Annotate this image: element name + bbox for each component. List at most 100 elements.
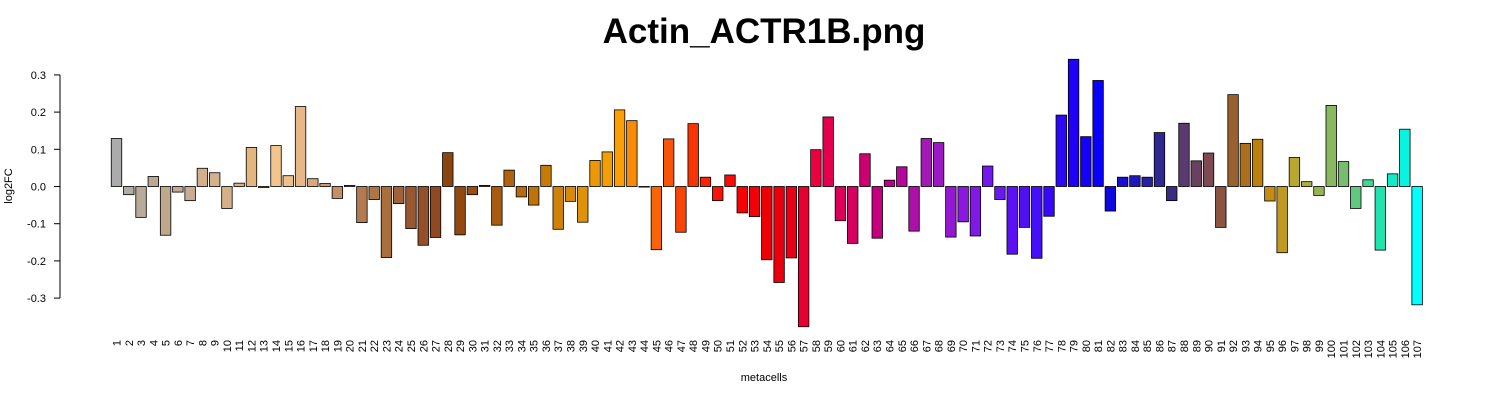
x-tick-label: 45 — [651, 340, 663, 352]
x-tick-label: 86 — [1154, 340, 1166, 352]
x-tick-label: 38 — [565, 340, 577, 352]
bar-2 — [123, 186, 135, 196]
x-tick-label: 50 — [713, 340, 725, 352]
x-tick-label: 64 — [885, 340, 897, 352]
bar-103 — [1362, 179, 1374, 187]
x-tick-label: 107 — [1412, 340, 1424, 358]
x-tick-label: 20 — [345, 340, 357, 352]
bar-29 — [454, 186, 466, 236]
bar-26 — [417, 186, 429, 246]
bar-107 — [1411, 186, 1423, 306]
y-tick-label: -0.1 — [27, 219, 46, 231]
bar-89 — [1190, 160, 1202, 187]
bar-66 — [908, 186, 920, 232]
x-tick-label: 82 — [1105, 340, 1117, 352]
x-tick-label: 14 — [271, 340, 283, 352]
bar-57 — [797, 186, 810, 328]
bar-73 — [994, 186, 1006, 200]
bar-68 — [932, 142, 945, 187]
x-tick-label: 52 — [737, 340, 749, 352]
x-tick-label: 103 — [1363, 340, 1375, 358]
bar-80 — [1080, 136, 1092, 187]
bar-59 — [822, 116, 834, 187]
x-tick-label: 63 — [872, 340, 884, 352]
x-tick-label: 104 — [1375, 340, 1387, 358]
y-tick-label: 0.3 — [31, 70, 46, 82]
y-tick-label: -0.3 — [27, 293, 46, 305]
x-tick-label: 58 — [811, 340, 823, 352]
x-tick-label: 40 — [590, 340, 602, 352]
bar-47 — [675, 186, 687, 233]
x-tick-label: 44 — [639, 340, 651, 352]
bar-51 — [724, 174, 736, 187]
x-tick-label: 3 — [136, 340, 148, 346]
bar-81 — [1092, 80, 1104, 187]
x-tick-label: 35 — [529, 340, 541, 352]
x-tick-label: 11 — [234, 340, 246, 351]
x-tick-label: 1 — [112, 340, 124, 346]
bar-36 — [540, 164, 552, 187]
x-tick-label: 88 — [1179, 340, 1191, 352]
x-tick-label: 59 — [823, 340, 835, 352]
x-tick-label: 6 — [173, 340, 185, 346]
bar-9 — [209, 172, 221, 187]
bar-96 — [1276, 186, 1288, 254]
bar-93 — [1239, 142, 1251, 187]
x-tick-label: 12 — [246, 340, 258, 352]
bar-21 — [356, 186, 368, 223]
bar-58 — [810, 149, 822, 187]
x-tick-label: 48 — [688, 340, 700, 352]
bar-91 — [1215, 186, 1227, 228]
bar-69 — [945, 186, 957, 238]
x-tick-label: 79 — [1069, 340, 1081, 352]
bar-65 — [896, 166, 908, 187]
bar-15 — [282, 175, 294, 187]
x-tick-label: 27 — [431, 340, 443, 352]
x-tick-label: 18 — [320, 340, 332, 352]
bar-5 — [159, 186, 172, 236]
bar-60 — [834, 186, 847, 222]
y-tick-label: 0.0 — [31, 182, 46, 194]
x-tick-label: 34 — [516, 340, 528, 352]
bar-52 — [736, 186, 748, 214]
x-tick-label: 71 — [970, 340, 982, 352]
bar-25 — [405, 186, 417, 229]
x-tick-label: 53 — [750, 340, 762, 352]
bar-16 — [294, 106, 307, 187]
x-tick-label: 87 — [1167, 340, 1179, 352]
bar-35 — [528, 186, 540, 206]
x-tick-label: 85 — [1142, 340, 1154, 352]
x-tick-label: 26 — [418, 340, 430, 352]
bar-10 — [221, 186, 233, 209]
x-tick-label: 94 — [1253, 340, 1265, 352]
x-tick-label: 16 — [296, 340, 308, 352]
x-tick-label: 90 — [1204, 340, 1216, 352]
x-tick-label: 15 — [283, 340, 295, 352]
x-tick-label: 95 — [1265, 340, 1277, 352]
x-tick-label: 25 — [406, 340, 418, 352]
x-tick-label: 78 — [1056, 340, 1068, 352]
bar-77 — [1043, 186, 1055, 217]
bar-39 — [577, 186, 589, 223]
bar-44 — [638, 186, 650, 188]
x-tick-label: 92 — [1228, 340, 1240, 352]
x-tick-label: 84 — [1130, 340, 1142, 352]
x-tick-label: 99 — [1314, 340, 1326, 352]
bar-79 — [1067, 58, 1080, 187]
x-tick-label: 41 — [602, 340, 614, 352]
bar-18 — [319, 183, 331, 187]
bar-84 — [1129, 175, 1141, 187]
chart-title: Actin_ACTR1B.png — [603, 12, 926, 51]
y-tick-label: -0.2 — [27, 256, 46, 268]
bar-100 — [1325, 105, 1337, 187]
bar-95 — [1264, 186, 1276, 202]
bar-43 — [626, 120, 638, 187]
x-tick-label: 96 — [1277, 340, 1289, 352]
bar-49 — [699, 176, 712, 187]
bar-48 — [687, 123, 699, 187]
x-tick-label: 36 — [541, 340, 553, 352]
x-tick-label: 28 — [443, 340, 455, 352]
x-tick-label: 39 — [578, 340, 590, 352]
bar-8 — [196, 167, 209, 187]
